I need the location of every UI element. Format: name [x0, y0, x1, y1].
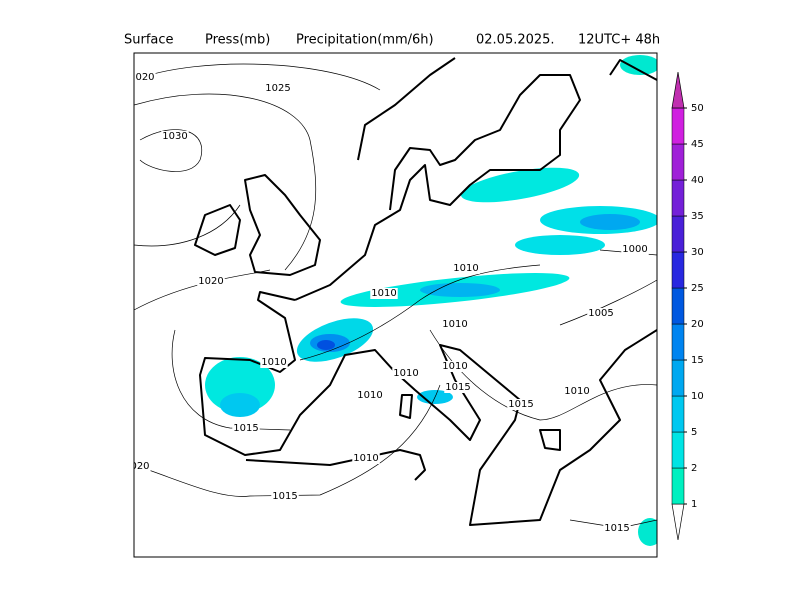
- isobar-label-bg: [563, 386, 591, 397]
- colorbar-label: 35: [691, 211, 704, 222]
- colorbar-label: 1: [691, 499, 697, 510]
- isobar-label: 1010: [564, 386, 589, 397]
- coastlines: [194, 57, 657, 526]
- isobar-label: 1010: [442, 319, 467, 330]
- isobar-label-bg: [260, 357, 288, 368]
- isobar-label: 1010: [353, 453, 378, 464]
- isobar-label: 1010: [371, 288, 396, 299]
- isobar-label-bg: [356, 390, 384, 401]
- isobar-label-bg: [134, 461, 151, 472]
- colorbar-label: 40: [691, 175, 704, 186]
- colorbar-segment: [671, 323, 685, 361]
- isobar-label: 1015: [604, 523, 629, 534]
- colorbar-segment: [671, 215, 685, 253]
- isobar-label-bg: [271, 491, 299, 502]
- header-field: Surface: [124, 33, 174, 48]
- header-field: Press(mb): [205, 33, 270, 48]
- isobar-label: 1010: [261, 357, 286, 368]
- precipitation: [205, 55, 657, 546]
- header-field: Precipitation(mm/6h): [296, 33, 434, 48]
- isobar-label-bg: [441, 319, 469, 330]
- isobar-label: 1015: [233, 423, 258, 434]
- colorbar-label: 15: [691, 355, 704, 366]
- isobar-label: 1015: [445, 382, 470, 393]
- isobar-label: 020: [135, 72, 154, 83]
- isobar-label-bg: [603, 523, 631, 534]
- colorbar-over: [671, 71, 685, 109]
- isobar-label: 1025: [265, 83, 290, 94]
- colorbar-segment: [671, 251, 685, 289]
- isobar-label-bg: [232, 423, 260, 434]
- isobar-label: 1005: [588, 308, 613, 319]
- isobar-label-bg: [587, 308, 615, 319]
- isobar-label: 1020: [198, 276, 223, 287]
- map-area: 020 1025 1030 1020 1010 1015 020 1015 1010 1010 10…: [130, 52, 658, 558]
- colorbar-segment: [671, 395, 685, 433]
- colorbar-label: 45: [691, 139, 704, 150]
- map-frame: [133, 52, 658, 558]
- colorbar-segment: [671, 107, 685, 145]
- isobar-label: 1010: [453, 263, 478, 274]
- colorbar-label: 10: [691, 391, 704, 402]
- isobar-label: 1010: [357, 390, 382, 401]
- colorbar-label: 2: [691, 463, 697, 474]
- colorbar-segment: [671, 287, 685, 325]
- isobar-label-bg: [621, 244, 649, 255]
- isobar-label-bg: [370, 288, 398, 299]
- isobar-label: 020: [130, 461, 149, 472]
- isobar-label-bg: [197, 276, 225, 287]
- colorbar-label: 50: [691, 103, 704, 114]
- isobar-label-bg: [134, 72, 156, 83]
- colorbar-segment: [671, 359, 685, 397]
- colorbar-label: 20: [691, 319, 704, 330]
- colorbar-under: [671, 503, 685, 541]
- isobar-label-bg: [392, 368, 420, 379]
- colorbar-label: 25: [691, 283, 704, 294]
- isobar-label: 1010: [393, 368, 418, 379]
- isobar-label-bg: [507, 399, 535, 410]
- isobar-label: 1015: [272, 491, 297, 502]
- colorbar-label: 5: [691, 427, 697, 438]
- colorbar-segment: [671, 467, 685, 505]
- isobar-label-bg: [264, 83, 292, 94]
- isobar-label: 1015: [508, 399, 533, 410]
- isobar-label-bg: [441, 361, 469, 372]
- colorbar-segment: [671, 179, 685, 217]
- isobar-label: 1000: [622, 244, 647, 255]
- header-run: 12UTC+ 48h: [578, 33, 660, 48]
- header-date: 02.05.2025.: [476, 33, 555, 48]
- colorbar-segment: [671, 143, 685, 181]
- isobar-label: 1010: [442, 361, 467, 372]
- isobar-label-bg: [352, 453, 380, 464]
- colorbar-label: 30: [691, 247, 704, 258]
- isobar-label-bg: [161, 131, 189, 142]
- isobar-label: 1030: [162, 131, 187, 142]
- isobar-label-bg: [452, 263, 480, 274]
- colorbar-segment: [671, 431, 685, 469]
- isobar-label-bg: [444, 382, 472, 393]
